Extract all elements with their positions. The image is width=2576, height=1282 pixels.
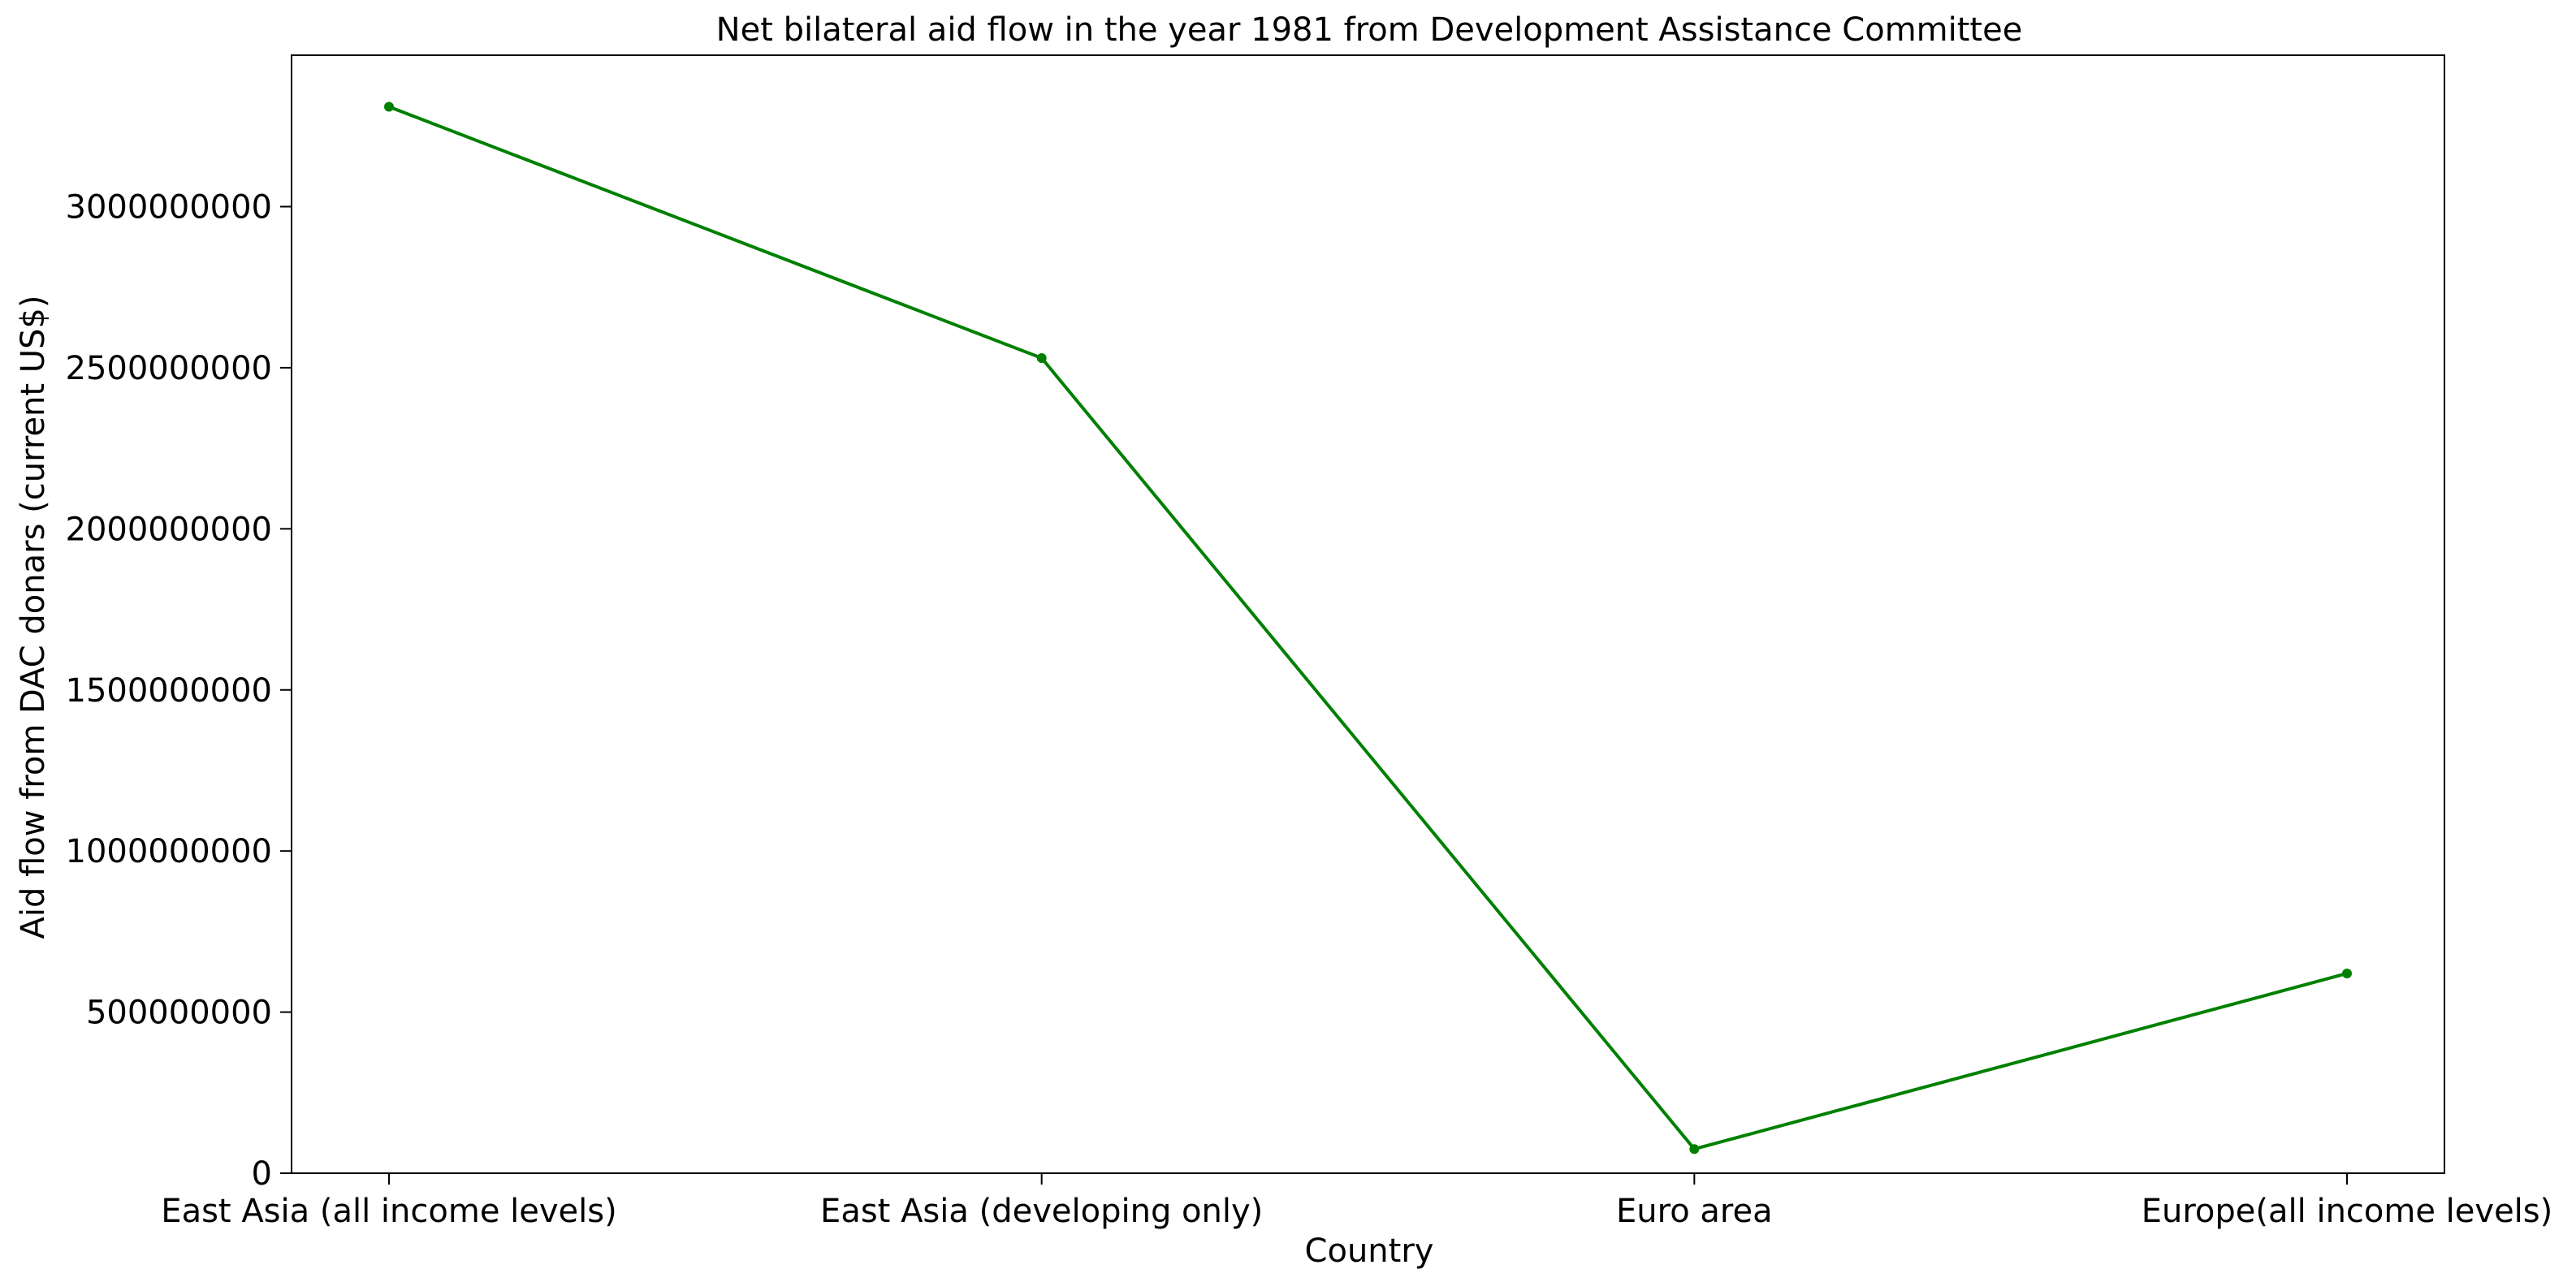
data-point bbox=[2342, 968, 2352, 978]
y-tick-label: 2000000000 bbox=[66, 511, 273, 548]
x-tick-label: Europe(all income levels) bbox=[2142, 1193, 2553, 1230]
series-line bbox=[388, 105, 2348, 1151]
y-tick-label: 1500000000 bbox=[66, 672, 273, 710]
data-point bbox=[1689, 1144, 1700, 1155]
x-axis-label: Country bbox=[1305, 1232, 1434, 1270]
x-tick-label: East Asia (developing only) bbox=[820, 1193, 1263, 1230]
y-tick-label: 500000000 bbox=[86, 995, 272, 1032]
chart-title: Net bilateral aid flow in the year 1981 … bbox=[716, 11, 2023, 49]
y-tick-label: 3000000000 bbox=[66, 189, 273, 227]
x-tick-label: East Asia (all income levels) bbox=[161, 1193, 616, 1230]
y-axis-label: Aid flow from DAC donars (current US$) bbox=[15, 296, 52, 939]
x-tick-label: Euro area bbox=[1616, 1193, 1773, 1230]
plot-area: 0 500000000 1000000000 1500000000 2000000000… bbox=[66, 54, 2553, 1230]
y-tick-label: 0 bbox=[252, 1155, 272, 1193]
data-point bbox=[1036, 353, 1047, 364]
y-tick-label: 2500000000 bbox=[66, 350, 273, 387]
data-point bbox=[384, 101, 394, 112]
plot-frame bbox=[291, 54, 2445, 1174]
y-tick-label: 1000000000 bbox=[66, 833, 273, 870]
